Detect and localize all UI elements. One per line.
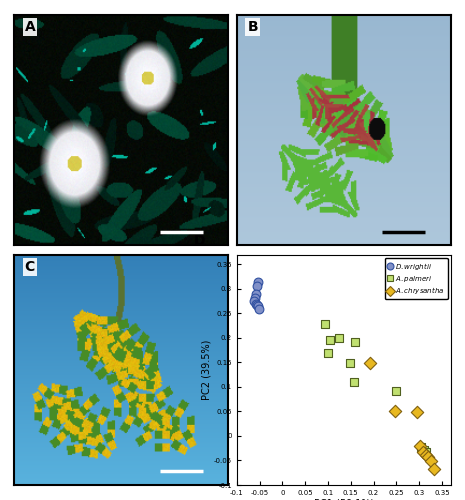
Point [427, 458, 434, 466]
Text: C: C [25, 260, 35, 274]
Point [392, 408, 399, 416]
Legend: $\it{D. wrightii}$, $\it{A. palmeri}$, $\it{A. chrysantha}$: $\it{D. wrightii}$, $\it{A. palmeri}$, $… [385, 258, 448, 299]
Point [420, 446, 427, 454]
Text: D: D [194, 234, 206, 248]
Point [254, 278, 262, 285]
Point [336, 334, 343, 342]
Point [416, 442, 424, 450]
Point [253, 282, 261, 290]
Point [422, 448, 430, 456]
Text: B: B [247, 20, 258, 34]
Point [251, 294, 259, 302]
Point [419, 448, 426, 456]
Point [425, 453, 432, 461]
Point [254, 302, 261, 310]
Point [253, 300, 260, 308]
Point [255, 304, 262, 312]
Point [346, 360, 353, 368]
Point [413, 408, 420, 416]
Point [252, 300, 259, 308]
Y-axis label: PC2 (39.5%): PC2 (39.5%) [201, 340, 211, 400]
Text: A: A [25, 20, 35, 34]
Point [392, 387, 400, 395]
Point [351, 378, 358, 386]
Point [326, 336, 334, 344]
Point [250, 297, 258, 305]
Point [252, 290, 259, 298]
Point [418, 443, 425, 451]
Point [430, 466, 438, 473]
Point [321, 320, 328, 328]
Point [366, 360, 373, 368]
Point [352, 338, 359, 346]
X-axis label: PC1 (59.1%): PC1 (59.1%) [314, 498, 374, 500]
Point [422, 450, 430, 458]
Point [324, 348, 332, 356]
